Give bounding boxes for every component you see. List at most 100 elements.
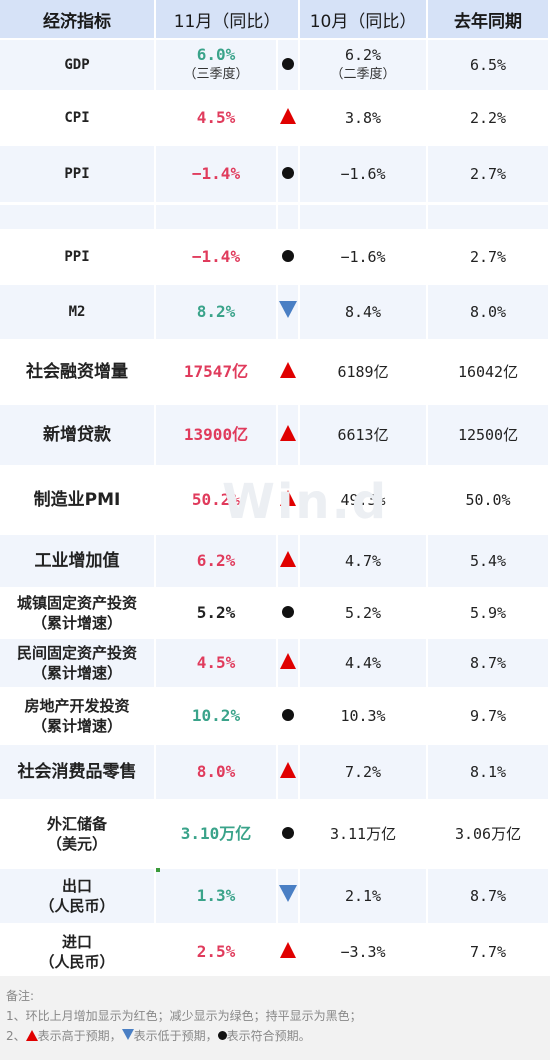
current-value: −1.4% <box>156 232 278 285</box>
table-row: 制造业PMI 50.2% 49.3% 50.0% <box>0 468 550 535</box>
last-year-value: 6.5% <box>428 40 550 93</box>
up-triangle-icon <box>280 489 296 506</box>
notes-panel: 备注: 1、环比上月增加显示为红色；减少显示为绿色；持平显示为黑色； 2、 表示高… <box>0 976 550 1060</box>
indicator-name: PPI <box>0 146 156 205</box>
expectation-indicator <box>278 590 301 639</box>
spacer-row <box>0 205 550 232</box>
last-year-value: 16042亿 <box>428 342 550 405</box>
notes-line-2: 2、 表示高于预期， 表示低于预期， 表示符合预期。 <box>6 1029 311 1043</box>
dot-icon <box>282 58 294 70</box>
indicator-name: 出口 （人民币） <box>0 869 156 926</box>
dot-icon <box>282 827 294 839</box>
dot-icon <box>282 709 294 721</box>
indicator-name: PPI <box>0 232 156 285</box>
up-triangle-icon <box>25 1030 38 1041</box>
table-row: GDP 6.0% （三季度） 6.2% （二季度） 6.5% <box>0 40 550 93</box>
expectation-indicator <box>278 535 301 590</box>
indicator-name: 外汇储备 （美元） <box>0 802 156 869</box>
expectation-indicator <box>278 802 301 869</box>
up-triangle-icon <box>280 941 296 958</box>
notes-title: 备注: <box>6 989 35 1003</box>
current-value: 1.3% <box>156 869 278 926</box>
header-row: 经济指标 11月（同比） 10月（同比） 去年同期 <box>0 0 550 40</box>
down-triangle-icon <box>121 1029 134 1040</box>
expectation-indicator <box>278 869 301 926</box>
up-triangle-icon <box>280 761 296 778</box>
dot-icon <box>282 606 294 618</box>
indicator-name: M2 <box>0 285 156 342</box>
indicator-name: 社会消费品零售 <box>0 745 156 802</box>
header-nov: 11月（同比） <box>156 0 301 40</box>
expectation-indicator <box>278 639 301 690</box>
previous-value: 3.8% <box>300 93 429 146</box>
dot-icon <box>217 1031 227 1040</box>
expectation-indicator <box>278 342 301 405</box>
current-value: 6.0% （三季度） <box>156 40 278 93</box>
indicator-name: 社会融资增量 <box>0 342 156 405</box>
indicator-name: 制造业PMI <box>0 468 156 535</box>
expectation-indicator <box>278 285 301 342</box>
table-row: 城镇固定资产投资 （累计增速） 5.2% 5.2% 5.9% <box>0 590 550 639</box>
previous-value: 2.1% <box>300 869 429 926</box>
last-year-value: 7.7% <box>428 926 550 981</box>
header-last-year: 去年同期 <box>428 0 550 40</box>
last-year-value: 12500亿 <box>428 405 550 468</box>
indicator-name: 城镇固定资产投资 （累计增速） <box>0 590 156 639</box>
current-value: 50.2% <box>156 468 278 535</box>
down-triangle-icon <box>279 885 297 902</box>
previous-value: 8.4% <box>300 285 429 342</box>
table-row: 出口 （人民币） 1.3% 2.1% 8.7% <box>0 869 550 926</box>
current-value: 13900亿 <box>156 405 278 468</box>
green-corner-mark <box>156 868 160 872</box>
previous-value: 6189亿 <box>300 342 429 405</box>
previous-value: 4.7% <box>300 535 429 590</box>
previous-value: 10.3% <box>300 690 429 745</box>
previous-value: 5.2% <box>300 590 429 639</box>
dot-icon <box>282 250 294 262</box>
last-year-value: 8.1% <box>428 745 550 802</box>
up-triangle-icon <box>280 107 296 124</box>
table-row: PPI −1.4% −1.6% 2.7% <box>0 232 550 285</box>
dot-icon <box>282 167 294 179</box>
indicator-name: 进口 （人民币） <box>0 926 156 981</box>
header-oct: 10月（同比） <box>300 0 429 40</box>
expectation-indicator <box>278 468 301 535</box>
last-year-value: 2.2% <box>428 93 550 146</box>
last-year-value: 5.4% <box>428 535 550 590</box>
table-row: M2 8.2% 8.4% 8.0% <box>0 285 550 342</box>
table-row: 社会融资增量 17547亿 6189亿 16042亿 <box>0 342 550 405</box>
up-triangle-icon <box>280 652 296 669</box>
current-value: 4.5% <box>156 93 278 146</box>
table-row: PPI −1.4% −1.6% 2.7% <box>0 146 550 205</box>
table-row: CPI 4.5% 3.8% 2.2% <box>0 93 550 146</box>
previous-value: −1.6% <box>300 232 429 285</box>
down-triangle-icon <box>279 301 297 318</box>
current-value: 5.2% <box>156 590 278 639</box>
expectation-indicator <box>278 926 301 981</box>
economic-indicators-table: 经济指标 11月（同比） 10月（同比） 去年同期 GDP 6.0% （三季度） 6.… <box>0 0 550 1036</box>
previous-value: 6.2% （二季度） <box>300 40 429 93</box>
indicator-name: CPI <box>0 93 156 146</box>
table-row: 工业增加值 6.2% 4.7% 5.4% <box>0 535 550 590</box>
table-row: 社会消费品零售 8.0% 7.2% 8.1% <box>0 745 550 802</box>
last-year-value: 9.7% <box>428 690 550 745</box>
current-value: 2.5% <box>156 926 278 981</box>
previous-value: 3.11万亿 <box>300 802 429 869</box>
previous-value: −3.3% <box>300 926 429 981</box>
up-triangle-icon <box>280 361 296 378</box>
expectation-indicator <box>278 690 301 745</box>
previous-value: 7.2% <box>300 745 429 802</box>
last-year-value: 3.06万亿 <box>428 802 550 869</box>
current-value: 8.2% <box>156 285 278 342</box>
expectation-indicator <box>278 40 301 93</box>
table-row: 进口 （人民币） 2.5% −3.3% 7.7% <box>0 926 550 981</box>
current-value: 4.5% <box>156 639 278 690</box>
previous-value: 6613亿 <box>300 405 429 468</box>
current-value: 3.10万亿 <box>156 802 278 869</box>
expectation-indicator <box>278 405 301 468</box>
table-row: 民间固定资产投资 （累计增速） 4.5% 4.4% 8.7% <box>0 639 550 690</box>
table-row: 房地产开发投资 （累计增速） 10.2% 10.3% 9.7% <box>0 690 550 745</box>
header-indicator: 经济指标 <box>0 0 156 40</box>
indicator-name: 工业增加值 <box>0 535 156 590</box>
current-value: 8.0% <box>156 745 278 802</box>
